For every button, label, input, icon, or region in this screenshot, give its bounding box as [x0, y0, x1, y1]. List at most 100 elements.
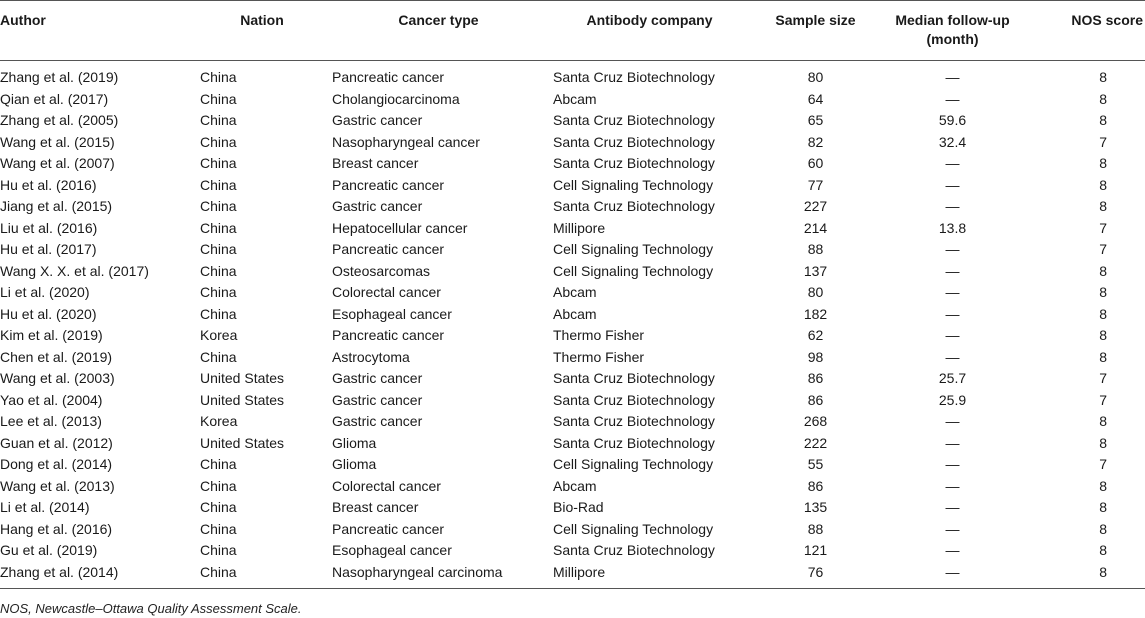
table-row: Qian et al. (2017) China Cholangiocarcinom… [0, 89, 1145, 111]
cell-cancer-type: Gastric cancer [332, 198, 423, 214]
cell-nation: China [200, 348, 237, 365]
cell-nos-score: 8 [1099, 262, 1107, 279]
table-row: Dong et al. (2014) China Glioma Cell Signal… [0, 454, 1145, 476]
table-row: Chen et al. (2019) China Astrocytoma Thermo… [0, 347, 1145, 369]
cell-antibody-company: Santa Cruz Biotechnology [553, 413, 715, 429]
cell-antibody-company: Cell Signaling Technology [553, 262, 714, 279]
cell-antibody-company: Santa Cruz Biotechnology [553, 391, 715, 408]
header-nation: Nation [196, 0, 328, 61]
cell-author: Hu et al. (2016) [0, 176, 97, 193]
cell-median-follow-up: — [945, 434, 960, 451]
cell-median-follow-up: — [945, 284, 960, 300]
cell-nation: China [200, 284, 237, 300]
cell-author: Wang et al. (2003) [0, 370, 115, 386]
cell-sample-size: 182 [803, 305, 828, 322]
cell-author: Wang et al. (2007) [0, 155, 115, 171]
cell-median-follow-up: — [945, 198, 960, 214]
cell-nation: Korea [200, 413, 238, 429]
cell-median-follow-up: — [881, 561, 1024, 589]
cell-nos-score: 8 [1099, 112, 1107, 128]
table-row: Wang et al. (2013) China Colorectal cancer… [0, 476, 1145, 498]
cell-sample-size: 82 [807, 133, 824, 150]
cell-antibody-company: Santa Cruz Biotechnology [553, 434, 715, 451]
cell-nos-score: 8 [1099, 198, 1107, 214]
cell-author: Wang et al. (2013) [0, 477, 115, 494]
cell-author: Hu et al. (2017) [0, 241, 97, 257]
cell-sample-size: 80 [807, 69, 824, 85]
header-median-follow-up-line1: Median follow-up [895, 12, 1010, 28]
cell-nos-score: 8 [1099, 69, 1107, 85]
cell-antibody-company: Abcam [553, 90, 597, 107]
cell-antibody-company: Bio-Rad [553, 499, 604, 515]
cell-median-follow-up: — [945, 155, 960, 171]
cell-cancer-type: Cholangiocarcinoma [332, 90, 460, 107]
header-author: Author [0, 0, 196, 61]
cell-median-follow-up: 25.7 [938, 370, 967, 386]
cell-cancer-type: Gastric cancer [332, 413, 423, 429]
cell-nation: China [200, 219, 237, 236]
cell-median-follow-up: — [945, 456, 960, 472]
cell-median-follow-up: — [945, 305, 960, 322]
cell-nos-score: 8 [1099, 348, 1107, 365]
cell-antibody-company: Millipore [549, 561, 750, 589]
cell-cancer-type: Gastric cancer [332, 391, 423, 408]
cell-sample-size: 268 [803, 413, 828, 429]
cell-nation: United States [200, 370, 285, 386]
table-row: Lee et al. (2013) Korea Gastric cancer Sant… [0, 411, 1145, 433]
table-row: Gu et al. (2019) China Esophageal cancer Sa… [0, 540, 1145, 562]
cell-nos-score: 8 [1099, 477, 1107, 494]
cell-cancer-type: Astrocytoma [332, 348, 410, 365]
table-row: Hu et al. (2017) China Pancreatic cancer Ce… [0, 239, 1145, 261]
cell-antibody-company: Thermo Fisher [553, 327, 645, 343]
cell-sample-size: 222 [803, 434, 828, 451]
cell-nation: China [200, 155, 237, 171]
cell-cancer-type: Breast cancer [332, 499, 419, 515]
cell-cancer-type: Osteosarcomas [332, 262, 431, 279]
cell-sample-size: 121 [803, 542, 828, 558]
cell-nation: China [200, 520, 237, 537]
cell-nos-score: 8 [1099, 434, 1107, 451]
cell-median-follow-up: — [945, 542, 960, 558]
cell-author: Lee et al. (2013) [0, 413, 102, 429]
cell-median-follow-up: 32.4 [938, 133, 967, 150]
cell-nos-score: 8 [1099, 499, 1107, 515]
table-row: Hu et al. (2020) China Esophageal cancer Ab… [0, 304, 1145, 326]
cell-sample-size: 76 [750, 561, 881, 589]
cell-nos-score: 8 [1099, 542, 1107, 558]
cell-author: Kim et al. (2019) [0, 327, 103, 343]
cell-sample-size: 77 [807, 176, 824, 193]
cell-nation: United States [200, 434, 285, 451]
table-header: Author Nation Cancer type Antibody compa… [0, 0, 1145, 61]
cell-nation: China [200, 133, 237, 150]
header-antibody-company: Antibody company [549, 0, 750, 61]
cell-nos-score: 8 [1099, 176, 1107, 193]
table-row: Hu et al. (2016) China Pancreatic cancer Ce… [0, 175, 1145, 197]
cell-nos-score: 7 [1099, 133, 1107, 150]
cell-sample-size: 214 [803, 219, 828, 236]
cell-author: Guan et al. (2012) [0, 434, 113, 451]
cell-author: Hang et al. (2016) [0, 520, 113, 537]
cell-nos-score: 8 [1099, 305, 1107, 322]
cell-nos-score: 8 [1099, 90, 1107, 107]
cell-cancer-type: Pancreatic cancer [332, 176, 445, 193]
cell-antibody-company: Cell Signaling Technology [553, 520, 714, 537]
cell-antibody-company: Santa Cruz Biotechnology [553, 112, 715, 128]
cell-nation: China [200, 456, 237, 472]
cell-author: Gu et al. (2019) [0, 542, 98, 558]
cell-median-follow-up: — [945, 413, 960, 429]
cell-author: Li et al. (2020) [0, 284, 90, 300]
cell-median-follow-up: — [945, 241, 960, 257]
cell-cancer-type: Pancreatic cancer [332, 241, 445, 257]
cell-nos-score: 7 [1099, 219, 1107, 236]
cell-sample-size: 86 [807, 391, 824, 408]
cell-median-follow-up: — [945, 348, 960, 365]
cell-cancer-type: Glioma [332, 434, 377, 451]
cell-median-follow-up: — [945, 327, 960, 343]
cell-nation: China [200, 176, 237, 193]
header-nos-score: NOS score [1024, 0, 1145, 61]
cell-antibody-company: Santa Cruz Biotechnology [553, 155, 715, 171]
cell-median-follow-up: — [945, 520, 960, 537]
cell-antibody-company: Santa Cruz Biotechnology [553, 542, 715, 558]
cell-antibody-company: Santa Cruz Biotechnology [553, 69, 715, 85]
cell-author: Li et al. (2014) [0, 499, 90, 515]
